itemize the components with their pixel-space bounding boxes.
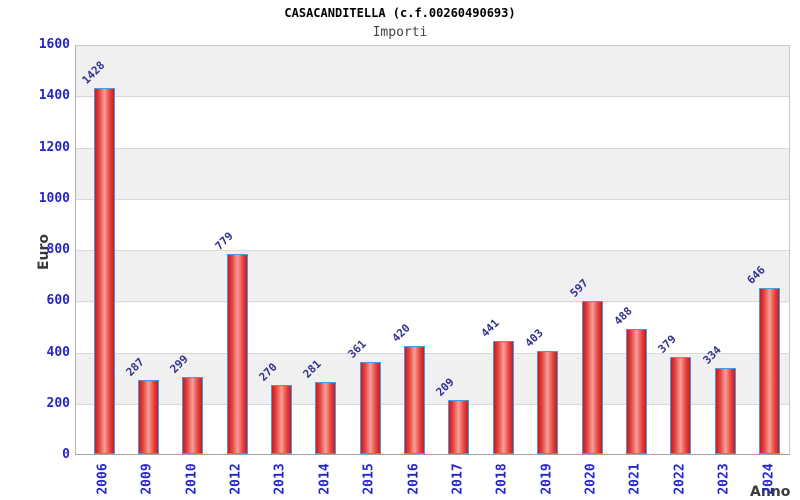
bar: 287 bbox=[123, 356, 159, 454]
y-tick-label: 0 bbox=[62, 447, 70, 462]
x-tick-label: 2006 bbox=[95, 463, 111, 495]
bar-value-label: 361 bbox=[345, 336, 369, 361]
bar-value-label: 1428 bbox=[79, 58, 107, 87]
bar: 299 bbox=[168, 353, 204, 454]
bar: 488 bbox=[611, 304, 647, 454]
chart-title: CASACANDITELLA (c.f.00260490693) bbox=[284, 6, 516, 20]
y-tick-label: 200 bbox=[46, 395, 70, 411]
grid-line bbox=[76, 198, 789, 200]
bar-value-label: 420 bbox=[389, 321, 413, 346]
bar: 281 bbox=[301, 357, 337, 454]
y-tick-label: 1000 bbox=[38, 190, 70, 206]
bar-value-label: 334 bbox=[700, 343, 724, 368]
y-tick-label: 1200 bbox=[38, 139, 70, 155]
bar: 420 bbox=[390, 322, 426, 454]
bar: 379 bbox=[656, 332, 692, 454]
grid-line bbox=[76, 301, 789, 303]
bar: 779 bbox=[212, 230, 248, 454]
x-tick-label: 2020 bbox=[583, 463, 599, 495]
bar: 209 bbox=[434, 376, 470, 454]
grid-line bbox=[76, 403, 789, 405]
bar: 646 bbox=[745, 264, 781, 454]
bar: 361 bbox=[345, 337, 381, 454]
x-tick-label: 2021 bbox=[627, 463, 643, 495]
x-tick-label: 2012 bbox=[228, 463, 244, 495]
bar-value-label: 597 bbox=[567, 276, 591, 300]
bar: 270 bbox=[256, 360, 292, 454]
y-tick-label: 600 bbox=[46, 293, 70, 309]
bar: 1428 bbox=[79, 59, 115, 454]
bar-value-label: 441 bbox=[478, 316, 502, 340]
x-tick-label: 2010 bbox=[184, 463, 200, 495]
bar-value-label: 270 bbox=[256, 360, 280, 384]
x-tick-label: 2018 bbox=[494, 463, 510, 495]
grid-line bbox=[76, 352, 789, 354]
x-tick-label: 2019 bbox=[539, 463, 555, 495]
y-tick-label: 1600 bbox=[38, 37, 70, 52]
x-tick-label: 2016 bbox=[406, 463, 422, 495]
plot-area: 1428 287 299 779 270 281 361 420 209 441 403 597 488… bbox=[75, 45, 790, 455]
x-tick-label: 2023 bbox=[716, 463, 732, 495]
bar: 597 bbox=[567, 276, 603, 454]
bar-value-label: 209 bbox=[433, 375, 458, 400]
bar: 403 bbox=[523, 326, 559, 454]
y-tick-label: 800 bbox=[46, 242, 70, 257]
bar-value-label: 646 bbox=[744, 263, 768, 288]
x-tick-label: 2013 bbox=[272, 463, 288, 495]
bar-value-label: 287 bbox=[123, 355, 147, 380]
x-tick-label: 2009 bbox=[139, 463, 155, 495]
bar: 334 bbox=[700, 344, 736, 454]
chart-subtitle: Importi bbox=[372, 25, 428, 40]
bar-value-label: 403 bbox=[522, 326, 546, 350]
grid-line bbox=[76, 96, 789, 98]
bar-value-label: 299 bbox=[167, 352, 191, 377]
grid-line bbox=[76, 147, 789, 149]
y-tick-label: 400 bbox=[46, 344, 70, 360]
x-tick-label: 2024 bbox=[761, 463, 777, 495]
grid-line bbox=[76, 250, 789, 251]
x-tick-label: 2022 bbox=[672, 463, 688, 495]
x-axis-title: Anno bbox=[750, 484, 791, 500]
x-tick-label: 2015 bbox=[361, 463, 377, 495]
x-tick-label: 2017 bbox=[450, 463, 466, 495]
x-tick-label: 2014 bbox=[317, 463, 333, 495]
bar-value-label: 281 bbox=[300, 357, 325, 381]
y-tick-label: 1400 bbox=[38, 88, 70, 104]
bar-value-label: 488 bbox=[611, 304, 635, 328]
bar: 441 bbox=[478, 316, 514, 454]
